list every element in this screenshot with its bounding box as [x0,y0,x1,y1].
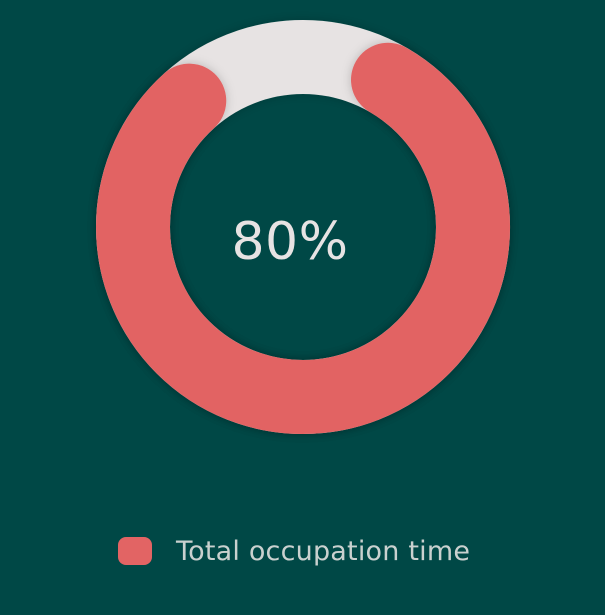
center-percentage-label: 80% [231,212,348,272]
donut-chart: 80% [96,20,510,434]
chart-legend: Total occupation time [118,532,470,570]
donut-value-arc [96,42,510,434]
legend-swatch [118,537,152,565]
legend-label: Total occupation time [176,535,471,567]
